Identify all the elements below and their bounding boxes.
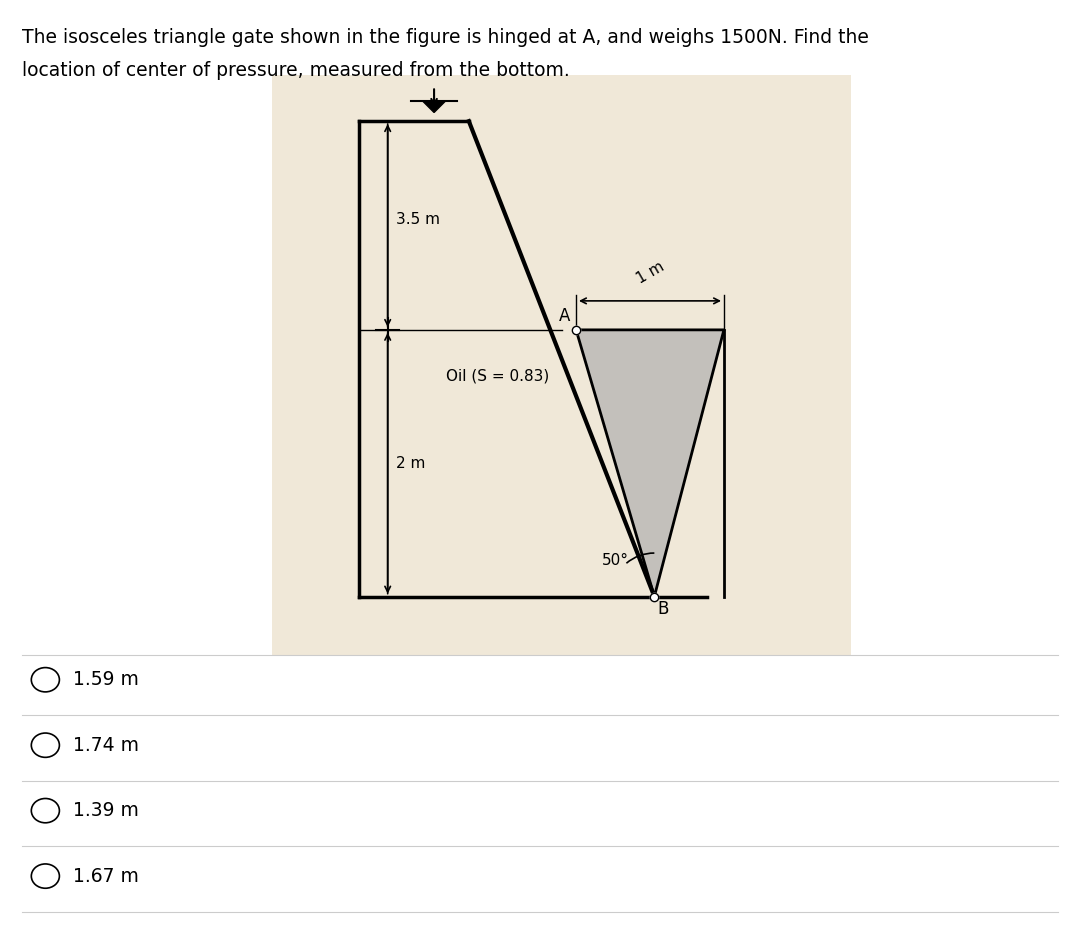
Text: location of center of pressure, measured from the bottom.: location of center of pressure, measured… — [22, 61, 569, 79]
Text: The isosceles triangle gate shown in the figure is hinged at A, and weighs 1500N: The isosceles triangle gate shown in the… — [22, 28, 868, 47]
Polygon shape — [359, 122, 649, 597]
Text: 1.67 m: 1.67 m — [73, 867, 139, 885]
Text: 3.5 m: 3.5 m — [396, 212, 441, 227]
Text: 1.74 m: 1.74 m — [73, 736, 139, 755]
Polygon shape — [422, 101, 446, 112]
Text: 1.39 m: 1.39 m — [73, 801, 139, 820]
FancyBboxPatch shape — [272, 75, 851, 654]
Text: 1.59 m: 1.59 m — [73, 670, 139, 689]
Text: Oil (S = 0.83): Oil (S = 0.83) — [446, 368, 549, 383]
Text: B: B — [658, 600, 669, 618]
Text: 2 m: 2 m — [396, 455, 426, 470]
Text: 50°: 50° — [603, 553, 630, 568]
Text: 1 m: 1 m — [634, 259, 666, 286]
Polygon shape — [576, 330, 724, 597]
Text: A: A — [558, 308, 570, 325]
